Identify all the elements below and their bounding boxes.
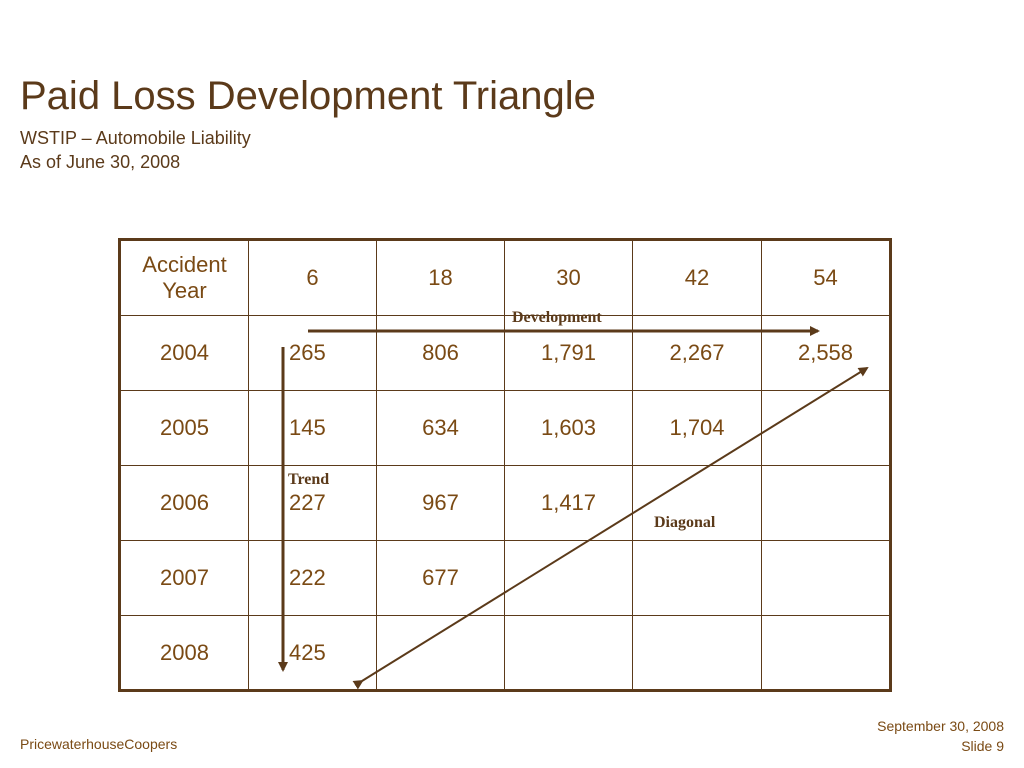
table-row: 2008 425 bbox=[119, 615, 891, 691]
table-header-row: Accident Year 6 18 30 42 54 bbox=[119, 239, 891, 316]
table-cell: 1,791 bbox=[504, 315, 633, 391]
table-cell: 425 bbox=[248, 615, 377, 691]
table-cell: 145 bbox=[248, 390, 377, 466]
table-cell bbox=[632, 615, 762, 691]
accident-year-cell: 2008 bbox=[119, 615, 249, 691]
header-accident-year: Accident Year bbox=[119, 239, 249, 316]
table-cell: 967 bbox=[376, 465, 505, 541]
table-cell: 806 bbox=[376, 315, 505, 391]
slide-number: Slide 9 bbox=[961, 738, 1004, 754]
table-row: 2007 222 677 bbox=[119, 540, 891, 616]
table-cell bbox=[761, 540, 891, 616]
table-cell: 1,417 bbox=[504, 465, 633, 541]
table-cell: 2,267 bbox=[632, 315, 762, 391]
accident-year-cell: 2006 bbox=[119, 465, 249, 541]
table-cell bbox=[504, 540, 633, 616]
table-cell bbox=[761, 615, 891, 691]
table-cell bbox=[761, 465, 891, 541]
table-cell: 227 bbox=[248, 465, 377, 541]
presentation-date: September 30, 2008 bbox=[877, 718, 1004, 734]
table-cell bbox=[761, 390, 891, 466]
table-cell bbox=[632, 540, 762, 616]
accident-year-cell: 2007 bbox=[119, 540, 249, 616]
table-cell bbox=[632, 465, 762, 541]
table-cell bbox=[504, 615, 633, 691]
header-6: 6 bbox=[248, 239, 377, 316]
table-cell: 634 bbox=[376, 390, 505, 466]
slide-title: Paid Loss Development Triangle bbox=[20, 74, 596, 118]
table-row: 2005 145 634 1,603 1,704 bbox=[119, 390, 891, 466]
accident-year-cell: 2004 bbox=[119, 315, 249, 391]
header-54: 54 bbox=[761, 239, 891, 316]
header-42: 42 bbox=[632, 239, 762, 316]
table-cell: 1,704 bbox=[632, 390, 762, 466]
table-cell bbox=[376, 615, 505, 691]
accident-year-cell: 2005 bbox=[119, 390, 249, 466]
table-row: 2004 265 806 1,791 2,267 2,558 bbox=[119, 315, 891, 391]
header-18: 18 bbox=[376, 239, 505, 316]
slide-subtitle: WSTIP – Automobile Liability bbox=[20, 128, 251, 148]
loss-triangle-table: Accident Year 6 18 30 42 54 2004 265 806… bbox=[118, 238, 892, 692]
table-cell: 677 bbox=[376, 540, 505, 616]
header-30: 30 bbox=[504, 239, 633, 316]
slide-subtitle-date: As of June 30, 2008 bbox=[20, 152, 181, 172]
table-cell: 222 bbox=[248, 540, 377, 616]
table-cell: 1,603 bbox=[504, 390, 633, 466]
table-cell: 265 bbox=[248, 315, 377, 391]
footer-right: September 30, 2008 Slide 9 bbox=[877, 716, 1004, 756]
table-row: 2006 227 967 1,417 bbox=[119, 465, 891, 541]
company-name: PricewaterhouseCoopers bbox=[20, 736, 178, 752]
table-cell: 2,558 bbox=[761, 315, 891, 391]
